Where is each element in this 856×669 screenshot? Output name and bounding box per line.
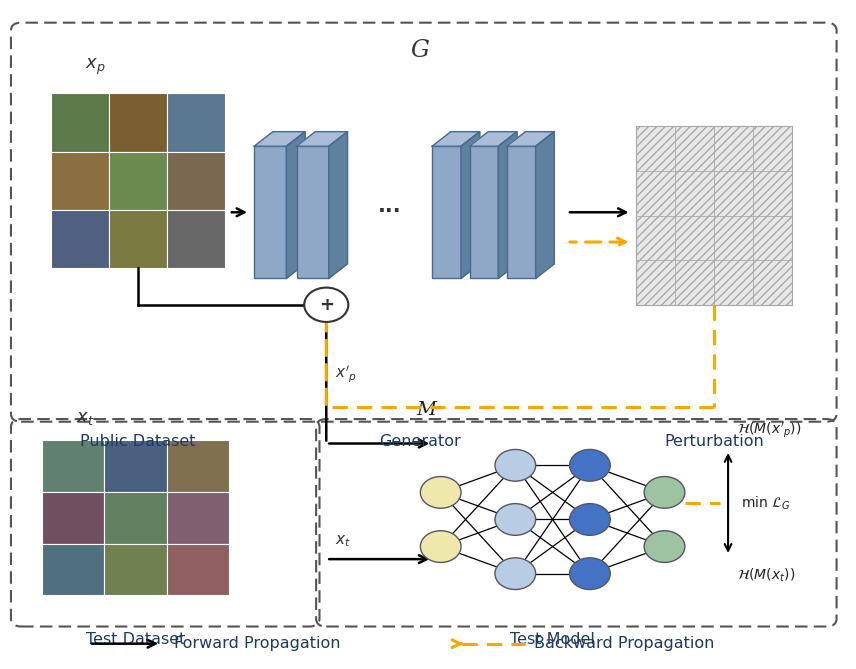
Polygon shape xyxy=(498,132,517,278)
Polygon shape xyxy=(297,132,348,147)
Circle shape xyxy=(420,476,461,508)
Bar xyxy=(109,210,167,268)
Bar xyxy=(254,147,287,278)
Text: Generator: Generator xyxy=(378,434,461,449)
Text: ...: ... xyxy=(378,195,401,215)
Polygon shape xyxy=(461,132,479,278)
Bar xyxy=(636,126,793,305)
Bar xyxy=(167,440,229,492)
Bar xyxy=(167,492,229,544)
Bar xyxy=(636,126,793,305)
Bar xyxy=(51,210,109,268)
Bar xyxy=(51,152,109,210)
Polygon shape xyxy=(470,132,517,147)
Text: $x'_p$: $x'_p$ xyxy=(335,363,357,385)
Circle shape xyxy=(495,504,536,535)
Polygon shape xyxy=(536,132,555,278)
Circle shape xyxy=(495,450,536,481)
Text: $\mathcal{H}(M(x_t))$: $\mathcal{H}(M(x_t))$ xyxy=(736,567,795,584)
Polygon shape xyxy=(507,132,555,147)
Bar xyxy=(42,440,104,492)
Circle shape xyxy=(420,531,461,563)
Text: $x_p$: $x_p$ xyxy=(85,57,105,77)
Bar xyxy=(104,440,167,492)
Bar xyxy=(109,152,167,210)
Text: Test Dataset: Test Dataset xyxy=(86,632,185,647)
Bar xyxy=(42,492,104,544)
Bar xyxy=(42,544,104,595)
Circle shape xyxy=(569,558,610,589)
Text: G: G xyxy=(410,39,429,62)
Polygon shape xyxy=(432,132,479,147)
Bar xyxy=(51,94,109,152)
Bar xyxy=(470,147,498,278)
Text: Forward Propagation: Forward Propagation xyxy=(174,636,340,651)
Text: min $\mathcal{L}_G$: min $\mathcal{L}_G$ xyxy=(740,494,790,512)
Circle shape xyxy=(645,476,685,508)
Text: Perturbation: Perturbation xyxy=(664,434,764,449)
Bar xyxy=(104,544,167,595)
Text: Test Model: Test Model xyxy=(510,632,595,647)
Bar xyxy=(507,147,536,278)
Text: Public Dataset: Public Dataset xyxy=(80,434,195,449)
Text: Backward Propagation: Backward Propagation xyxy=(534,636,715,651)
Text: $x_t$: $x_t$ xyxy=(76,409,95,427)
Bar xyxy=(432,147,461,278)
Bar xyxy=(167,544,229,595)
Circle shape xyxy=(304,288,348,322)
Bar xyxy=(167,152,224,210)
Polygon shape xyxy=(329,132,348,278)
Circle shape xyxy=(495,558,536,589)
Bar xyxy=(109,94,167,152)
Text: $\mathcal{H}(M(x'_p))$: $\mathcal{H}(M(x'_p))$ xyxy=(736,421,801,440)
Text: M: M xyxy=(416,401,437,419)
Circle shape xyxy=(569,450,610,481)
Circle shape xyxy=(645,531,685,563)
Bar xyxy=(104,492,167,544)
Circle shape xyxy=(569,504,610,535)
Text: $x_t$: $x_t$ xyxy=(335,533,351,549)
Bar xyxy=(297,147,329,278)
Polygon shape xyxy=(254,132,305,147)
Bar xyxy=(167,94,224,152)
Text: +: + xyxy=(318,296,334,314)
Polygon shape xyxy=(287,132,305,278)
Bar xyxy=(167,210,224,268)
